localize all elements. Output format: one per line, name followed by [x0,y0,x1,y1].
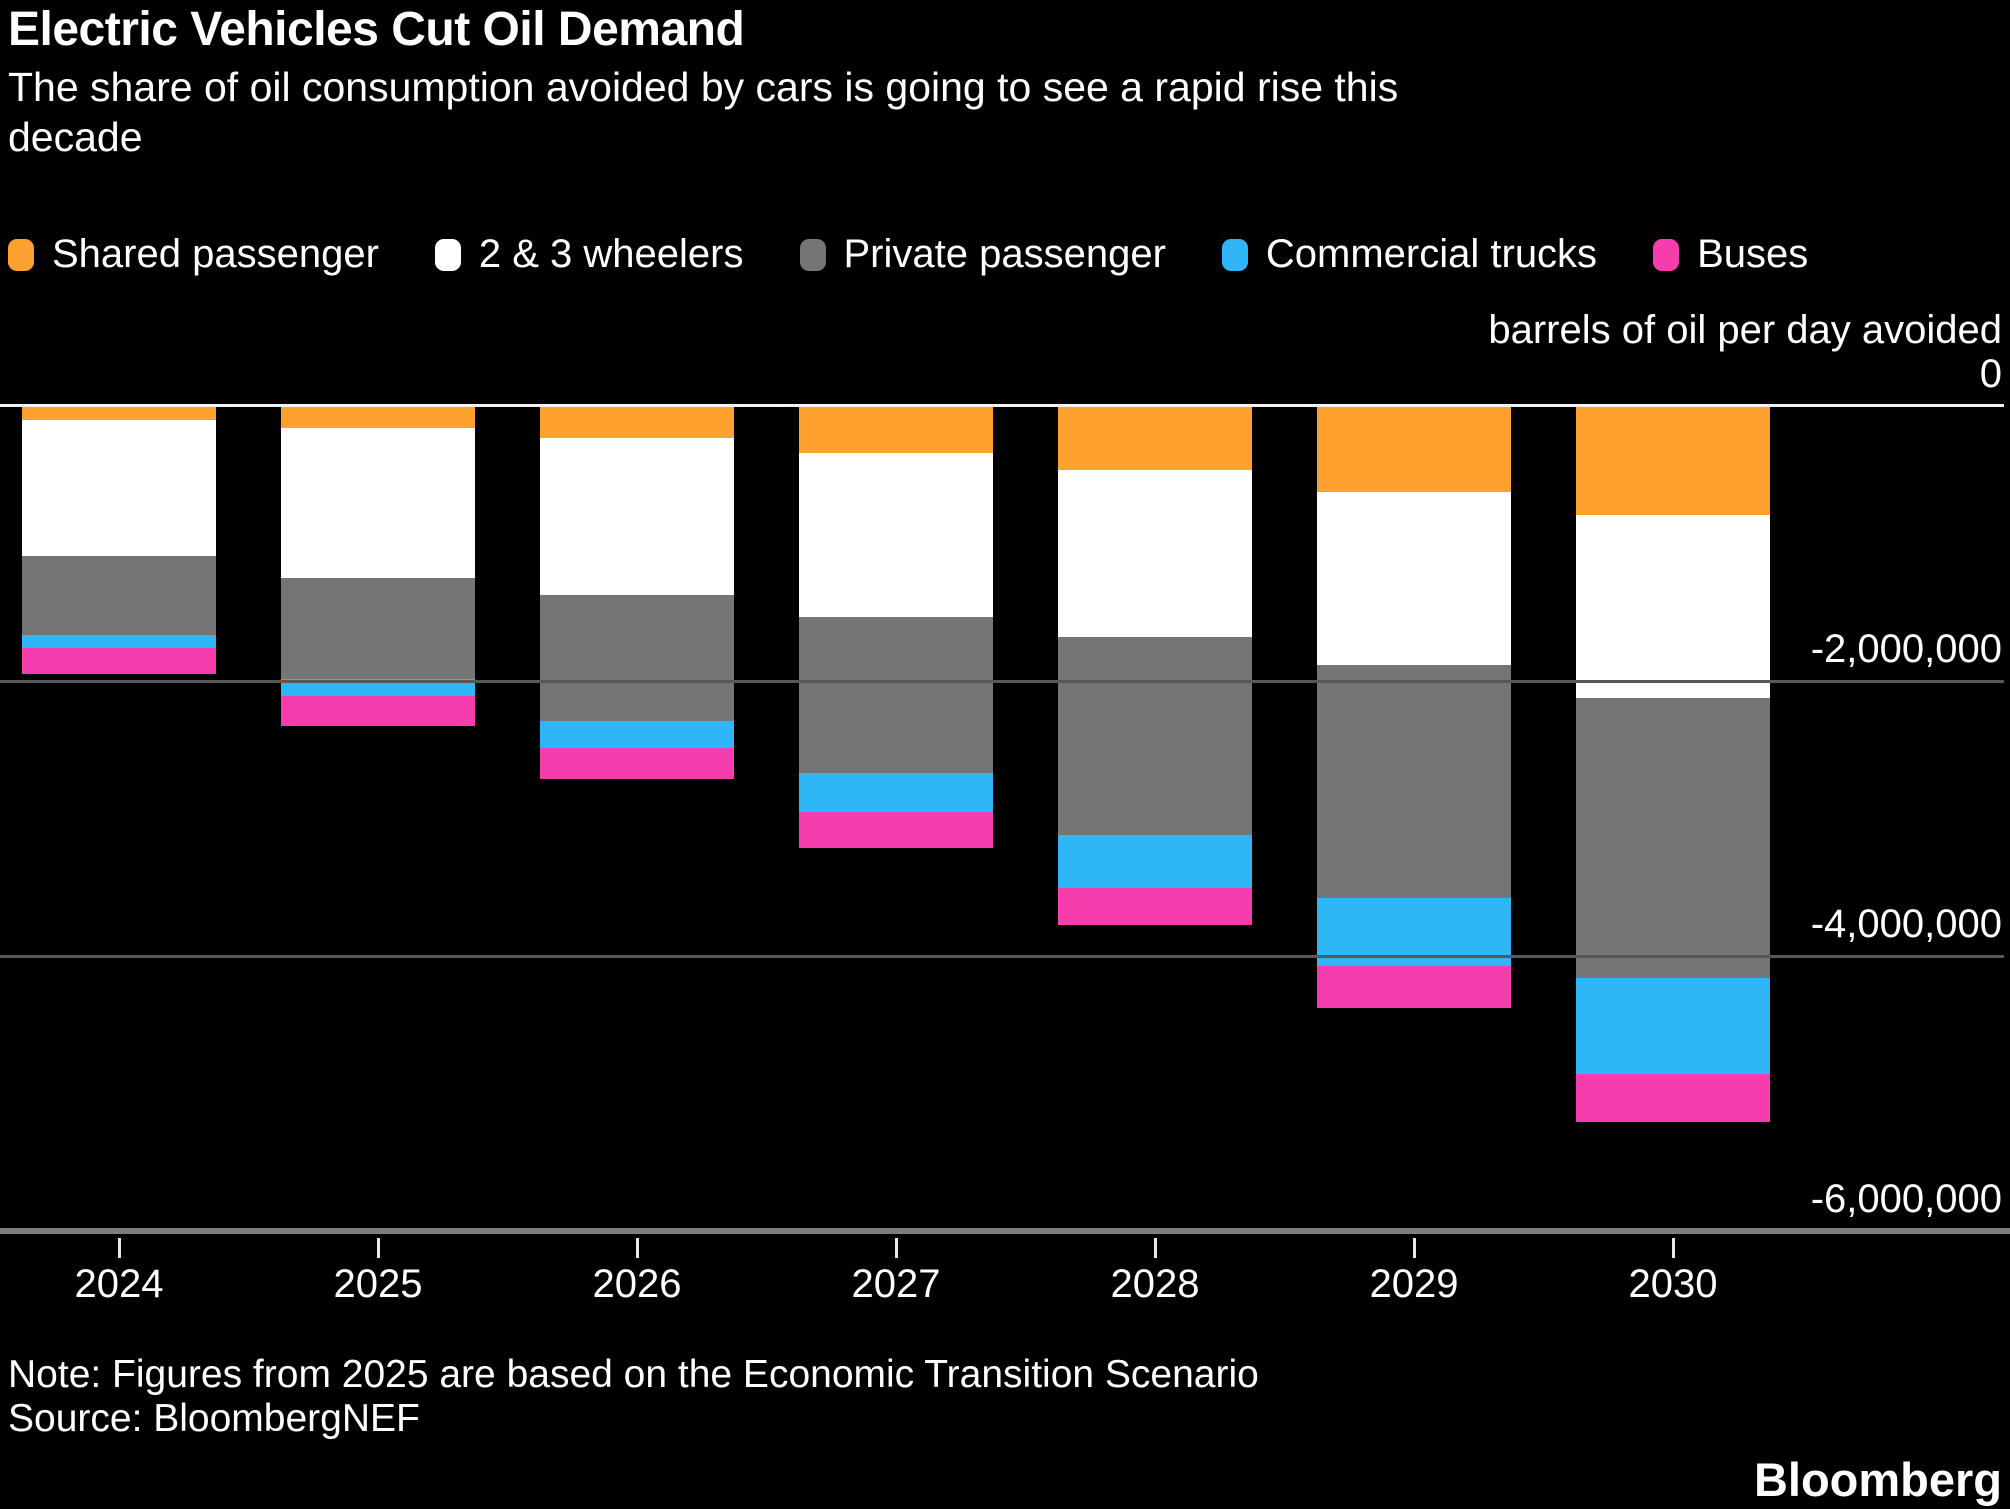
chart-source: Source: BloombergNEF [8,1397,420,1440]
bar-segment-2024-buses [22,647,216,675]
x-tick-label-2027: 2027 [851,1262,941,1306]
bar-segment-2024-2-3-wheelers [22,420,216,557]
legend-label: Buses [1697,232,1809,276]
chart-subtitle: The share of oil consumption avoided by … [8,64,1399,160]
bar-segment-2026-private-passenger [540,595,734,722]
bar-segment-2025-2-3-wheelers [281,427,475,579]
y-tick-label: -2,000,000 [1810,627,2002,671]
y-tick-label: -4,000,000 [1810,902,2002,946]
bar-segment-2027-private-passenger [799,616,993,774]
bloomberg-logo: Bloomberg [1753,1453,2002,1506]
bar-segment-2029-commercial-trucks [1317,897,1511,967]
gridline--4,000,000 [0,955,2004,958]
x-tick-label-2024: 2024 [74,1262,164,1306]
bar-segment-2028-private-passenger [1058,637,1252,835]
bar-segment-2026-2-3-wheelers [540,437,734,596]
chart-title: Electric Vehicles Cut Oil Demand [8,3,745,56]
bar-segment-2024-commercial-trucks [22,634,216,648]
legend-item-private-passenger: Private passenger [799,232,1166,277]
bar-segment-2027-shared-passenger [799,407,993,454]
bar-2030 [1576,407,1770,1122]
bar-segment-2029-buses [1317,966,1511,1008]
bar-segment-2029-2-3-wheelers [1317,491,1511,665]
legend-item-commercial-trucks: Commercial trucks [1221,232,1598,277]
y-tick-label: 0 [1979,352,2002,396]
x-tick-2024 [118,1238,121,1258]
x-tick-2028 [1154,1238,1157,1258]
bar-segment-2026-buses [540,747,734,780]
bar-2029 [1317,407,1511,1008]
y-axis-unit-caption: barrels of oil per day avoided [1488,308,2002,352]
bar-segment-2027-2-3-wheelers [799,453,993,617]
zero-baseline [0,404,2004,407]
legend-label: Commercial trucks [1265,232,1598,276]
bar-segment-2030-commercial-trucks [1576,978,1770,1074]
bar-2026 [540,407,734,780]
bar-2028 [1058,407,1252,926]
x-tick-label-2025: 2025 [333,1262,423,1306]
x-tick-label-2030: 2030 [1628,1262,1718,1306]
bar-segment-2024-shared-passenger [22,407,216,421]
y-tick-label: -6,000,000 [1810,1177,2002,1221]
bar-segment-2028-commercial-trucks [1058,834,1252,888]
bar-segment-2030-2-3-wheelers [1576,514,1770,699]
gridline--2,000,000 [0,680,2004,683]
legend-item-shared-passenger: Shared passenger [8,232,379,277]
bar-segment-2028-2-3-wheelers [1058,470,1252,638]
bar-segment-2028-shared-passenger [1058,407,1252,471]
bar-segment-2025-private-passenger [281,578,475,679]
x-tick-label-2029: 2029 [1369,1262,1459,1306]
bar-segment-2030-buses [1576,1073,1770,1122]
legend-swatch-icon [434,238,461,271]
bar-segment-2026-shared-passenger [540,407,734,438]
bar-segment-2030-private-passenger [1576,698,1770,979]
x-tick-label-2026: 2026 [592,1262,682,1306]
legend-item-2-3-wheelers: 2 & 3 wheelers [434,232,744,277]
legend-swatch-icon [8,238,34,271]
legend-label: Shared passenger [52,232,379,276]
legend-swatch-icon [1221,238,1248,271]
bar-2027 [799,407,993,848]
x-tick-2025 [377,1238,380,1258]
bar-2025 [281,407,475,727]
x-tick-2027 [895,1238,898,1258]
legend-label: Private passenger [843,232,1166,276]
bar-segment-2024-private-passenger [22,556,216,635]
bar-segment-2025-commercial-trucks [281,678,475,697]
legend-swatch-icon [1653,238,1680,271]
x-tick-2026 [636,1238,639,1258]
bar-2024 [22,407,216,675]
x-tick-label-2028: 2028 [1110,1262,1200,1306]
x-tick-2030 [1672,1238,1675,1258]
bar-segment-2030-shared-passenger [1576,407,1770,515]
bar-segment-2027-buses [799,811,993,848]
bar-segment-2025-shared-passenger [281,407,475,428]
legend-swatch-icon [799,238,826,271]
chart-note: Note: Figures from 2025 are based on the… [8,1353,1259,1396]
x-axis-line [0,1228,2010,1234]
bar-segment-2029-shared-passenger [1317,407,1511,492]
bar-segment-2027-commercial-trucks [799,773,993,812]
legend-item-buses: Buses [1653,232,1808,277]
x-tick-2029 [1413,1238,1416,1258]
legend: Shared passenger 2 & 3 wheelers Private pa… [8,232,2002,277]
bar-segment-2026-commercial-trucks [540,721,734,748]
bar-segment-2029-private-passenger [1317,664,1511,898]
bar-segment-2025-buses [281,696,475,727]
bar-segment-2028-buses [1058,887,1252,926]
legend-label: 2 & 3 wheelers [478,232,744,276]
